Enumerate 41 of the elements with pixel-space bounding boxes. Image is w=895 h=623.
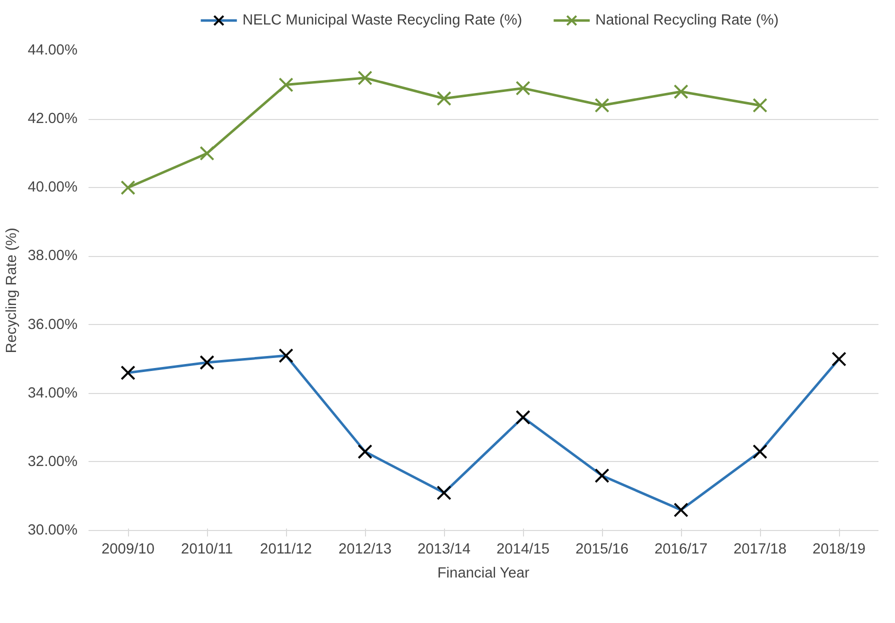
point — [120, 365, 136, 380]
y-axis-title: Recycling Rate (%) — [4, 228, 20, 354]
y-tick-label: 42.00% — [28, 111, 78, 128]
x-tick-label: 2011/12 — [260, 542, 312, 558]
point — [594, 98, 610, 113]
x-tick-label: 2010/11 — [181, 542, 233, 558]
x-tick-label: 2017/18 — [734, 542, 786, 558]
y-tick-label: 40.00% — [28, 180, 78, 196]
x-tick-label: 2009/10 — [102, 542, 154, 558]
y-tick-label: 34.00% — [28, 385, 78, 402]
y-tick-label: 36.00% — [28, 316, 78, 333]
point — [674, 84, 688, 100]
legend-label: NELC Municipal Waste Recycling Rate (%) — [242, 12, 522, 28]
point — [752, 444, 768, 460]
point — [436, 91, 452, 106]
point — [832, 352, 846, 366]
point — [674, 502, 688, 518]
point — [436, 485, 452, 500]
point — [120, 180, 136, 196]
x-tick-label: 2012/13 — [338, 542, 392, 558]
point — [358, 444, 372, 460]
point — [516, 80, 530, 96]
x-tick-label: 2018/19 — [812, 542, 866, 558]
point — [200, 355, 214, 370]
y-tick-label: 38.00% — [28, 248, 78, 264]
x-tick-label: 2014/15 — [496, 542, 550, 558]
point — [278, 348, 294, 364]
y-tick-label: 32.00% — [28, 454, 78, 470]
point — [358, 70, 372, 86]
x-tick-label: 2013/14 — [418, 542, 470, 558]
point — [200, 146, 214, 161]
y-tick-label: 30.00% — [28, 522, 78, 538]
point — [594, 468, 610, 484]
x-tick-label: 2015/16 — [576, 542, 628, 558]
legend-label: National Recycling Rate (%) — [595, 12, 779, 28]
y-tick-label: 44.00% — [28, 42, 78, 58]
point — [752, 98, 768, 113]
point — [278, 77, 294, 92]
point — [516, 410, 530, 425]
x-axis-title: Financial Year — [437, 566, 530, 582]
x-tick-label: 2016/17 — [654, 542, 708, 558]
